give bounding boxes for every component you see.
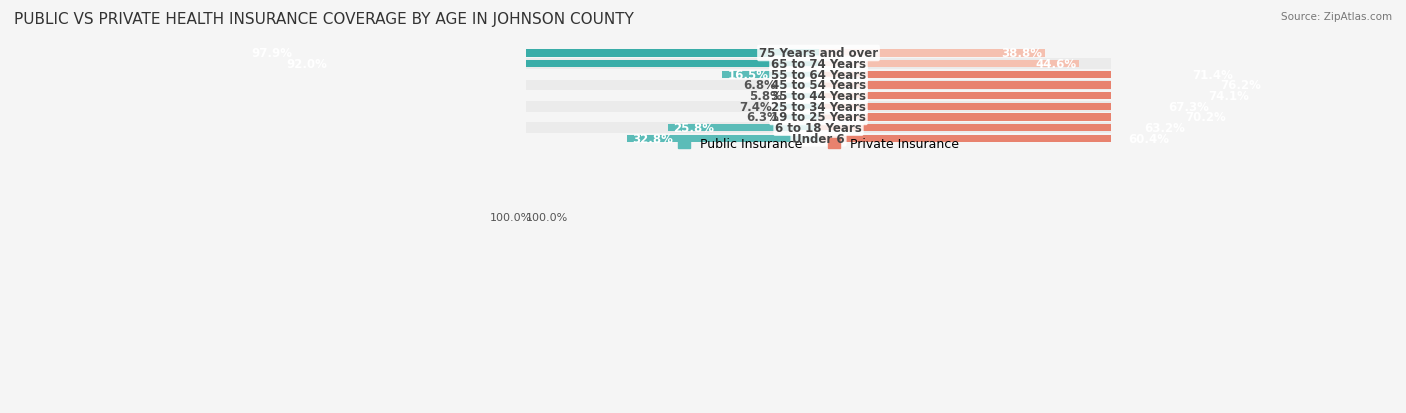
- Bar: [818, 93, 1251, 100]
- Text: 45 to 54 Years: 45 to 54 Years: [770, 79, 866, 92]
- Bar: [818, 114, 1229, 121]
- Bar: [526, 70, 1111, 81]
- Bar: [280, 61, 818, 68]
- Bar: [627, 135, 818, 142]
- Bar: [526, 59, 1111, 70]
- Text: 44.6%: 44.6%: [1035, 58, 1077, 71]
- Bar: [526, 134, 1111, 144]
- Bar: [775, 103, 818, 111]
- Text: 71.4%: 71.4%: [1192, 69, 1233, 82]
- Text: 25 to 34 Years: 25 to 34 Years: [770, 100, 866, 114]
- Text: 6 to 18 Years: 6 to 18 Years: [775, 122, 862, 135]
- Text: 35 to 44 Years: 35 to 44 Years: [770, 90, 866, 103]
- Bar: [818, 135, 1171, 142]
- Bar: [818, 82, 1264, 90]
- Text: 55 to 64 Years: 55 to 64 Years: [770, 69, 866, 82]
- Text: 75 Years and over: 75 Years and over: [759, 47, 879, 60]
- Text: 6.3%: 6.3%: [747, 111, 779, 124]
- Text: 19 to 25 Years: 19 to 25 Years: [770, 111, 866, 124]
- Bar: [785, 93, 818, 100]
- Text: 16.5%: 16.5%: [728, 69, 769, 82]
- Text: 32.8%: 32.8%: [633, 133, 673, 145]
- Bar: [818, 71, 1236, 79]
- Text: 45 to 54 Years: 45 to 54 Years: [770, 79, 866, 92]
- Text: 70.2%: 70.2%: [1185, 111, 1226, 124]
- Text: Source: ZipAtlas.com: Source: ZipAtlas.com: [1281, 12, 1392, 22]
- Text: 38.8%: 38.8%: [1001, 47, 1042, 60]
- Text: 65 to 74 Years: 65 to 74 Years: [770, 58, 866, 71]
- Text: 74.1%: 74.1%: [1208, 90, 1249, 103]
- Bar: [818, 61, 1080, 68]
- Text: 25.8%: 25.8%: [673, 122, 714, 135]
- Text: 19 to 25 Years: 19 to 25 Years: [770, 111, 866, 124]
- Bar: [782, 114, 818, 121]
- Bar: [818, 103, 1212, 111]
- Text: 60.4%: 60.4%: [1128, 133, 1168, 145]
- Bar: [526, 81, 1111, 91]
- Bar: [246, 50, 818, 57]
- Bar: [723, 71, 818, 79]
- Legend: Public Insurance, Private Insurance: Public Insurance, Private Insurance: [673, 133, 965, 156]
- Text: 5.8%: 5.8%: [749, 90, 782, 103]
- Text: 25 to 34 Years: 25 to 34 Years: [770, 100, 866, 114]
- Text: PUBLIC VS PRIVATE HEALTH INSURANCE COVERAGE BY AGE IN JOHNSON COUNTY: PUBLIC VS PRIVATE HEALTH INSURANCE COVER…: [14, 12, 634, 27]
- Text: Under 6: Under 6: [792, 133, 845, 145]
- Text: 6 to 18 Years: 6 to 18 Years: [775, 122, 862, 135]
- Bar: [779, 82, 818, 90]
- Bar: [818, 50, 1046, 57]
- Bar: [526, 112, 1111, 123]
- Text: 7.4%: 7.4%: [740, 100, 772, 114]
- Text: 6.8%: 6.8%: [742, 79, 776, 92]
- Text: Under 6: Under 6: [792, 133, 845, 145]
- Text: 100.0%: 100.0%: [526, 213, 568, 223]
- Text: 55 to 64 Years: 55 to 64 Years: [770, 69, 866, 82]
- Text: 65 to 74 Years: 65 to 74 Years: [770, 58, 866, 71]
- Bar: [526, 102, 1111, 112]
- Text: 100.0%: 100.0%: [489, 213, 531, 223]
- Bar: [668, 125, 818, 132]
- Text: 67.3%: 67.3%: [1168, 100, 1209, 114]
- Text: 35 to 44 Years: 35 to 44 Years: [770, 90, 866, 103]
- Bar: [526, 123, 1111, 134]
- Text: 76.2%: 76.2%: [1220, 79, 1261, 92]
- Text: 75 Years and over: 75 Years and over: [759, 47, 879, 60]
- Text: 92.0%: 92.0%: [287, 58, 328, 71]
- Bar: [526, 49, 1111, 59]
- Bar: [818, 125, 1188, 132]
- Text: 63.2%: 63.2%: [1144, 122, 1185, 135]
- Text: 97.9%: 97.9%: [252, 47, 292, 60]
- Bar: [526, 91, 1111, 102]
